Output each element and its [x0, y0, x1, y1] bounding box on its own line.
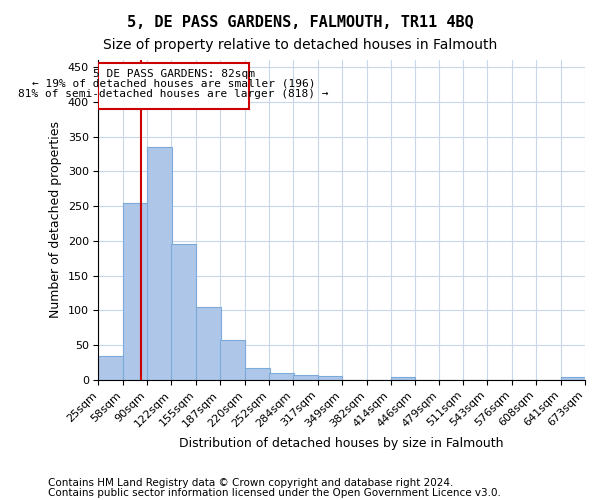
Bar [98, 356, 123, 380]
Bar [245, 368, 269, 380]
Bar [561, 377, 586, 380]
Bar [318, 376, 343, 380]
Bar [269, 373, 293, 380]
Bar [220, 340, 245, 380]
Bar [147, 147, 172, 380]
Bar [172, 244, 196, 380]
Bar [196, 307, 221, 380]
Text: Contains HM Land Registry data © Crown copyright and database right 2024.: Contains HM Land Registry data © Crown c… [48, 478, 454, 488]
X-axis label: Distribution of detached houses by size in Falmouth: Distribution of detached houses by size … [179, 437, 504, 450]
Text: Contains public sector information licensed under the Open Government Licence v3: Contains public sector information licen… [48, 488, 501, 498]
FancyBboxPatch shape [98, 64, 248, 108]
Bar [123, 202, 148, 380]
Text: Size of property relative to detached houses in Falmouth: Size of property relative to detached ho… [103, 38, 497, 52]
Text: 5 DE PASS GARDENS: 82sqm: 5 DE PASS GARDENS: 82sqm [92, 69, 254, 79]
Text: 81% of semi-detached houses are larger (818) →: 81% of semi-detached houses are larger (… [19, 88, 329, 99]
Y-axis label: Number of detached properties: Number of detached properties [49, 122, 62, 318]
Text: 5, DE PASS GARDENS, FALMOUTH, TR11 4BQ: 5, DE PASS GARDENS, FALMOUTH, TR11 4BQ [127, 15, 473, 30]
Bar [391, 377, 415, 380]
Text: ← 19% of detached houses are smaller (196): ← 19% of detached houses are smaller (19… [32, 79, 316, 89]
Bar [293, 375, 318, 380]
